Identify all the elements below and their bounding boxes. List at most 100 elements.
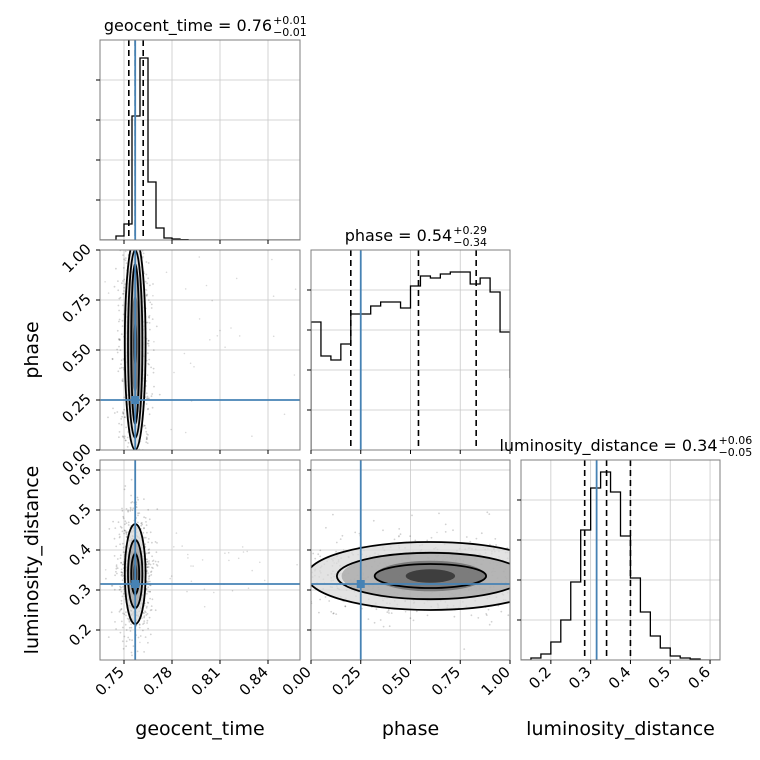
sample-point: [524, 544, 526, 546]
sample-point: [583, 577, 585, 579]
sample-point: [152, 559, 155, 562]
sample-point: [119, 535, 121, 538]
x-tick-label-luminosity_distance: 0.5: [645, 663, 675, 693]
sample-point: [136, 650, 139, 653]
sample-point: [118, 320, 120, 323]
sample-point: [151, 555, 154, 558]
sample-point: [136, 454, 138, 456]
sample-point: [549, 570, 551, 572]
sample-point: [119, 525, 122, 528]
sample-point: [147, 590, 150, 593]
sample-point: [145, 438, 148, 440]
sample-point: [121, 435, 124, 438]
sample-point: [146, 605, 148, 608]
sample-point: [246, 648, 248, 650]
contour-line: [335, 551, 510, 601]
sample-point: [526, 577, 528, 579]
sample-point: [117, 280, 119, 282]
sample-point: [588, 563, 590, 565]
sample-point: [145, 403, 148, 405]
sample-point: [260, 204, 262, 206]
sample-point: [625, 584, 627, 586]
sample-point: [302, 606, 304, 608]
sample-point: [119, 296, 122, 299]
sample-point: [116, 567, 119, 570]
sample-point: [141, 522, 143, 524]
sample-point: [263, 457, 265, 459]
sample-point: [126, 617, 129, 620]
sample-point: [393, 538, 396, 541]
sample-point: [578, 537, 580, 539]
sample-point: [111, 357, 114, 360]
sample-point: [139, 467, 141, 469]
sample-point: [388, 625, 391, 628]
sample-point: [124, 523, 126, 526]
sample-point: [143, 498, 145, 500]
sample-point: [147, 549, 150, 551]
x-axis-label-geocent_time: geocent_time: [135, 718, 264, 740]
sample-point: [121, 212, 123, 214]
sample-point: [263, 579, 266, 582]
sample-point: [213, 591, 215, 594]
sample-point: [122, 412, 125, 415]
sample-point: [137, 512, 139, 515]
sample-point: [494, 538, 497, 540]
sample-point: [121, 378, 124, 380]
sample-point: [150, 454, 152, 456]
sample-point: [226, 565, 228, 567]
sample-point: [147, 362, 150, 365]
sample-point: [297, 553, 299, 555]
y-tick-label-phase: 1.00: [58, 240, 94, 276]
sample-point: [271, 258, 273, 261]
sample-point: [120, 571, 123, 574]
sample-point: [530, 562, 532, 564]
sample-point: [147, 457, 149, 459]
sample-point: [129, 466, 131, 468]
sample-point: [485, 614, 488, 616]
sample-point: [539, 569, 541, 571]
sample-point: [572, 584, 574, 586]
sample-point: [170, 575, 173, 577]
sample-point: [118, 610, 121, 613]
sample-point: [573, 584, 575, 586]
sample-point: [144, 611, 147, 614]
title-sup: +0.06: [719, 434, 753, 447]
sample-point: [118, 309, 120, 312]
sample-point: [120, 418, 123, 420]
sample-point: [298, 563, 300, 565]
sample-point: [568, 601, 570, 603]
sample-point: [146, 561, 149, 563]
sample-point: [513, 591, 515, 593]
sample-point: [324, 596, 327, 598]
sample-point: [184, 288, 187, 290]
sample-point: [354, 531, 357, 534]
sample-point: [292, 576, 294, 578]
x-tick-label-luminosity_distance: 0.6: [684, 663, 714, 693]
sample-point: [130, 87, 132, 89]
sample-point: [342, 549, 345, 551]
sample-point: [121, 465, 123, 467]
x-tick-label-phase: 0.75: [428, 663, 464, 699]
sample-point: [126, 127, 128, 129]
sample-point: [231, 590, 234, 592]
sample-point: [120, 608, 123, 611]
sample-point: [375, 608, 378, 611]
y-tick-label-phase: 0.50: [58, 340, 94, 376]
sample-point: [124, 439, 127, 442]
sample-point: [301, 580, 303, 582]
sample-point: [527, 566, 529, 568]
sample-point: [270, 603, 272, 605]
sample-point: [141, 660, 143, 662]
sample-point: [556, 569, 558, 571]
sample-point: [547, 585, 549, 587]
sample-point: [131, 654, 133, 657]
sample-point: [145, 380, 148, 382]
sample-point: [296, 548, 298, 550]
x-tick-label-phase: 0.00: [279, 663, 315, 699]
sample-point: [414, 539, 417, 542]
sample-point: [621, 562, 623, 564]
sample-point: [367, 618, 370, 620]
sample-point: [120, 568, 123, 571]
contour-line: [373, 563, 488, 589]
sample-point: [302, 549, 304, 551]
